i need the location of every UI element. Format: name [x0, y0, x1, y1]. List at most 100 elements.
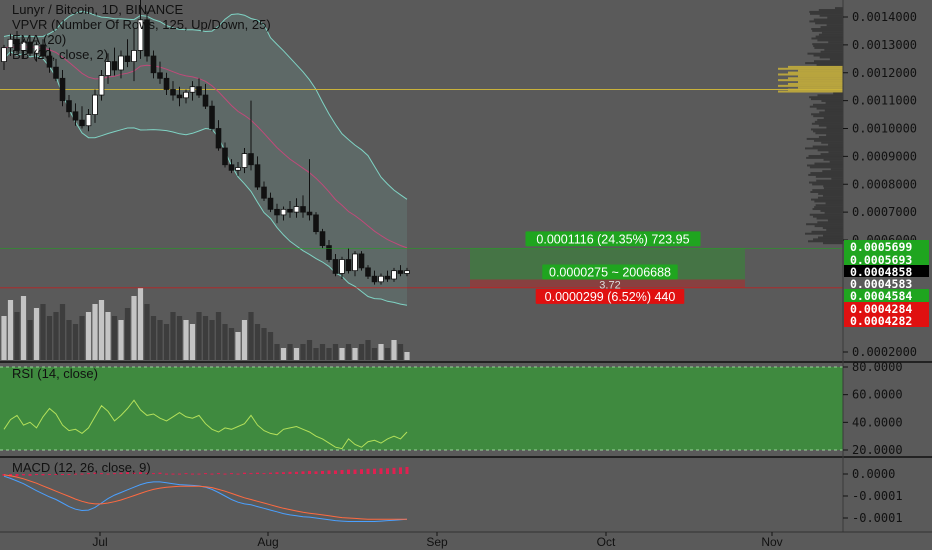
- vpvr-row: [798, 81, 843, 84]
- rsi-axis[interactable]: 80.0000 60.0000 40.0000 20.0000: [843, 360, 903, 457]
- macd-histogram-bar: [152, 473, 155, 475]
- volume-bar: [33, 308, 40, 360]
- volume-bar: [137, 288, 144, 360]
- volume-bar: [274, 344, 280, 360]
- volume-bar: [131, 296, 137, 360]
- candle-body: [33, 44, 40, 54]
- volume-bar: [352, 348, 358, 360]
- macd-tick-label: 0.0000: [852, 467, 895, 481]
- vpvr-row: [814, 120, 843, 123]
- position-stop-label-bg: [535, 288, 685, 304]
- macd-histogram-bar: [379, 468, 383, 474]
- indicator-ema-label: EMA (20): [12, 32, 66, 47]
- volume-bar: [157, 320, 163, 360]
- volume-bar: [189, 324, 196, 360]
- volume-bar: [345, 344, 352, 360]
- vpvr-row: [827, 219, 843, 222]
- vpvr-row: [820, 26, 843, 29]
- candle-body: [300, 206, 306, 213]
- volume-bar: [176, 316, 183, 360]
- price-flag-label: 0.0004583: [850, 277, 912, 291]
- macd-histogram-bar: [392, 467, 396, 474]
- vpvr-row: [813, 45, 843, 48]
- candle-body: [189, 86, 196, 93]
- candle-body: [358, 253, 365, 269]
- candle-body: [170, 89, 176, 96]
- vpvr-row: [798, 86, 843, 89]
- vpvr-row: [812, 145, 843, 148]
- vpvr-row: [778, 90, 843, 93]
- position-mid-label-bg: [542, 264, 678, 280]
- candle-body: [98, 75, 105, 96]
- position-tool[interactable]: 0.0001116 (24.35%) 723.95 0.0000275 ~ 200…: [0, 231, 843, 304]
- price-flag-label: 0.0004282: [850, 314, 912, 328]
- vpvr-row: [813, 54, 843, 57]
- vpvr-row: [808, 240, 843, 243]
- volume-bar: [280, 348, 287, 360]
- candle-body: [131, 50, 137, 63]
- candle-body: [241, 153, 248, 168]
- vpvr-row: [778, 84, 843, 87]
- volume-bar: [92, 304, 98, 360]
- volume-bar: [1, 316, 7, 360]
- volume-bar: [261, 328, 267, 360]
- macd-histogram-bar: [321, 470, 324, 474]
- position-target-label: 0.0001116 (24.35%) 723.95: [536, 232, 689, 246]
- volume-bar: [339, 348, 345, 360]
- vpvr-row: [831, 177, 843, 180]
- volume-bar: [7, 300, 14, 360]
- volume-bar: [85, 312, 92, 360]
- vpvr-row: [811, 198, 843, 201]
- ema-path: [3, 46, 408, 249]
- macd-histogram-bar: [269, 472, 272, 474]
- vpvr-row: [825, 202, 843, 205]
- volume-bar: [170, 312, 176, 360]
- macd-histogram-bar: [80, 473, 84, 475]
- macd-histogram-bar: [106, 473, 110, 475]
- price-flag-label: 0.0004584: [850, 289, 912, 303]
- time-axis[interactable]: Jul Aug Sep Oct Nov: [92, 532, 783, 549]
- candle-body: [287, 208, 293, 213]
- vpvr-row: [820, 153, 843, 156]
- time-tick-label: Aug: [257, 535, 278, 549]
- candle-body: [72, 111, 79, 121]
- vpvr-row: [813, 115, 843, 118]
- volume-bar: [98, 300, 105, 360]
- vpvr-row: [815, 204, 843, 207]
- candle-body: [59, 77, 66, 102]
- vpvr-row: [814, 139, 843, 142]
- candle-body: [14, 38, 20, 51]
- ema-line: [3, 46, 408, 249]
- volume-bar: [183, 320, 189, 360]
- volume-bar: [254, 324, 261, 360]
- volume-bar: [105, 312, 111, 360]
- macd-axis[interactable]: 0.0000 -0.0001 -0.0001: [843, 467, 903, 525]
- volume-bar: [306, 340, 313, 360]
- volume-bar: [163, 324, 170, 360]
- macd-histogram-bar: [295, 471, 298, 474]
- candle-body: [202, 94, 209, 107]
- vpvr-row: [814, 206, 843, 209]
- volume-bar: [326, 348, 332, 360]
- indicator-vpvr-label: VPVR (Number Of Rows, 125, Up/Down, 25): [12, 17, 271, 32]
- volume-bar: [358, 344, 365, 360]
- candle-body: [27, 41, 33, 54]
- vpvr-row: [822, 194, 843, 197]
- macd-histogram-bar: [171, 473, 175, 475]
- candle-body: [306, 211, 313, 216]
- macd-histogram-bar: [308, 470, 311, 474]
- position-loss-zone[interactable]: [470, 279, 745, 288]
- macd-histogram-bar: [61, 474, 64, 475]
- vpvr-row: [807, 164, 843, 167]
- candle-body: [384, 275, 391, 280]
- candle-body: [183, 91, 189, 99]
- candle-body: [92, 94, 98, 115]
- vpvr-row: [816, 179, 843, 182]
- vpvr-row: [822, 170, 843, 173]
- rsi-band: [0, 367, 843, 450]
- volume-bar: [66, 320, 72, 360]
- price-flag-bg: [844, 253, 929, 266]
- candle-body: [365, 267, 371, 277]
- candle-body: [332, 259, 339, 274]
- price-flag-label: 0.0005693: [850, 253, 912, 267]
